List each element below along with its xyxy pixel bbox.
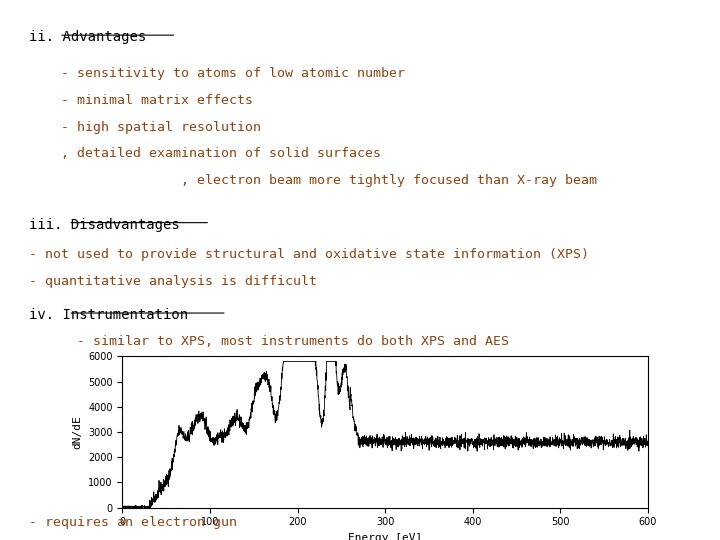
Text: - requires an electron gun: - requires an electron gun [29,516,237,529]
Text: iv. Instrumentation: iv. Instrumentation [29,308,188,322]
Text: - minimal matrix effects: - minimal matrix effects [29,94,253,107]
Text: - similar to XPS, most instruments do both XPS and AES: - similar to XPS, most instruments do bo… [29,335,509,348]
Text: - sensitivity to atoms of low atomic number: - sensitivity to atoms of low atomic num… [29,67,405,80]
Text: - high spatial resolution: - high spatial resolution [29,120,261,133]
Text: ii. Advantages: ii. Advantages [29,30,146,44]
Text: - not used to provide structural and oxidative state information (XPS): - not used to provide structural and oxi… [29,248,589,261]
Text: , detailed examination of solid surfaces: , detailed examination of solid surfaces [29,147,381,160]
Y-axis label: dN/dE: dN/dE [73,415,83,449]
X-axis label: Energy [eV]: Energy [eV] [348,533,423,540]
Text: , electron beam more tightly focused than X-ray beam: , electron beam more tightly focused tha… [29,174,597,187]
Text: - quantitative analysis is difficult: - quantitative analysis is difficult [29,274,317,287]
Text: iii. Disadvantages: iii. Disadvantages [29,218,179,232]
